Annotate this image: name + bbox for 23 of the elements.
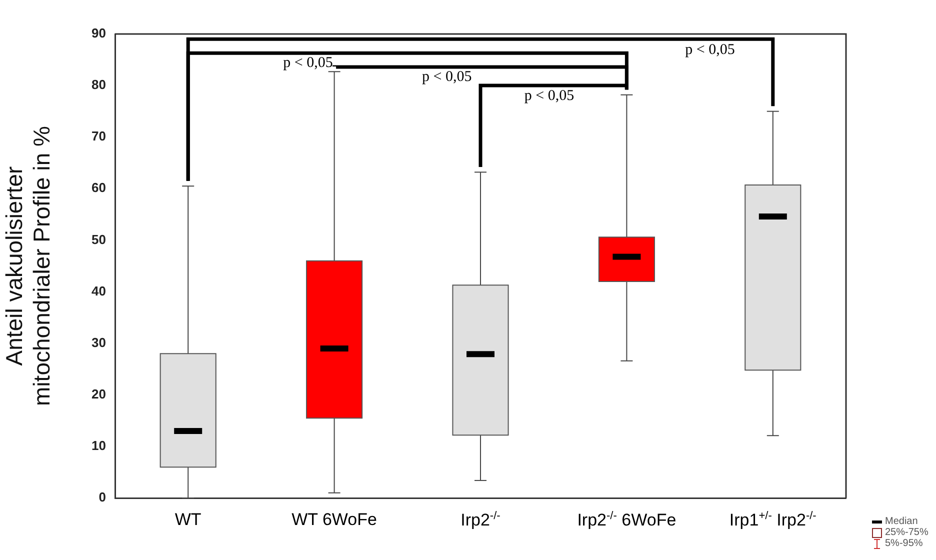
text: 5%-95%: [885, 538, 923, 549]
x-tick-label: Irp2$^{-/-}$ 6WoFe: [577, 510, 676, 531]
y-tick-label: 40: [92, 283, 106, 298]
x-tick-label: Irp1$^{+/-}$ Irp2$^{-/-}$: [729, 510, 816, 531]
y-tick-label: 30: [92, 334, 106, 350]
text: Median: [885, 516, 918, 527]
annotation: p < 0,05: [283, 55, 333, 72]
x-tick-label: WT: [174, 510, 202, 530]
y-tick-label: 90: [92, 26, 106, 41]
x-tick-label: Irp2$^{-/-}$: [460, 510, 500, 531]
y-tick-label: 10: [92, 438, 106, 454]
y-tick-label: 70: [92, 128, 106, 144]
annotation: p < 0,05: [524, 88, 574, 105]
y-tick-label: 0: [98, 490, 106, 505]
y-tick-label: 80: [92, 77, 106, 92]
annotation: p < 0,05: [685, 42, 735, 60]
y-axis-title: Anteil vakuolisierter mitochondrialer Profile in %: [1, 126, 55, 406]
y-tick-label: 60: [92, 180, 106, 196]
x-tick-label: WT 6WoFe: [292, 510, 377, 530]
y-tick-label: 50: [92, 232, 106, 247]
annotation: p < 0,05: [422, 68, 472, 86]
text: 25%-75%: [885, 527, 928, 538]
y-tick-label: 20: [92, 386, 106, 402]
